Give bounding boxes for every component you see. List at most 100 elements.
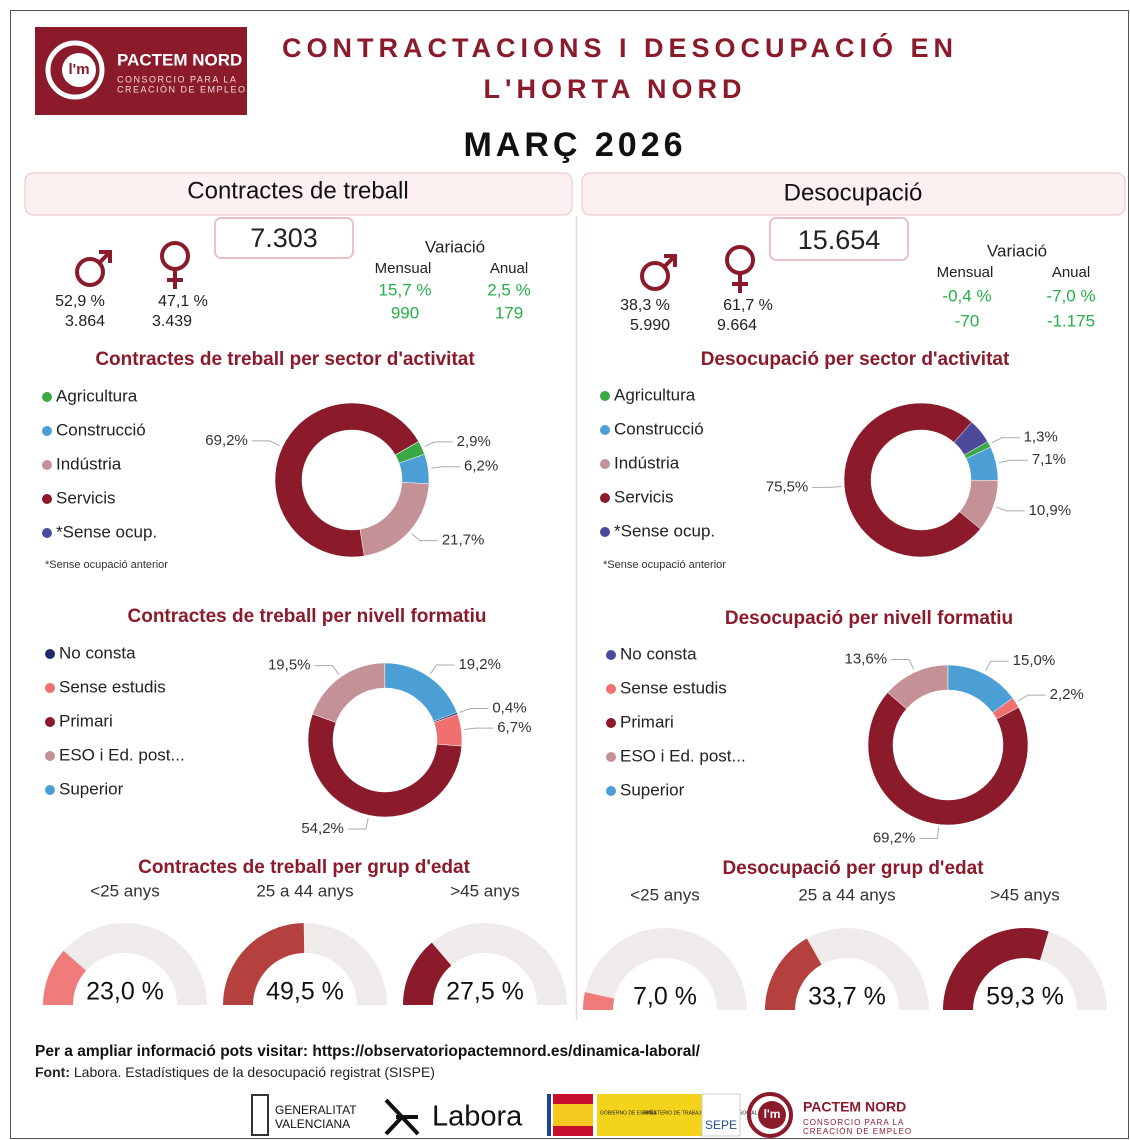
sepe-box <box>701 1093 741 1137</box>
total: 7.303 <box>250 223 318 253</box>
legend-label: Agricultura <box>56 386 138 405</box>
data-label: 21,7% <box>442 532 485 549</box>
gauge-fill <box>582 992 615 1010</box>
legend-dot <box>600 527 610 537</box>
legend-dot <box>606 752 616 762</box>
gauge-value: 27,5 % <box>446 978 524 1006</box>
donut-slice <box>843 402 981 558</box>
legend-label: Indústria <box>56 454 122 473</box>
gauge-fill <box>223 923 305 1005</box>
female-icon <box>732 273 748 293</box>
legend-label: No consta <box>59 643 136 662</box>
title: CONTRACTACIONS I DESOCUPACIÓ EN <box>282 32 958 63</box>
data-label: 13,6% <box>845 650 888 667</box>
total-box <box>214 217 354 259</box>
donut-slice <box>307 713 463 818</box>
logo-text: SEPE <box>705 1118 737 1132</box>
legend-label: Superior <box>620 780 685 799</box>
legend-label: Sense estudis <box>59 677 166 696</box>
legend-label: Superior <box>59 779 124 798</box>
gauge-category: <25 anys <box>630 885 699 904</box>
logo-text: CONSORCIO PARA LA <box>803 1118 904 1127</box>
male-icon <box>640 261 670 291</box>
panel-title: Contractes de treball <box>187 177 408 204</box>
gva-icon <box>251 1094 269 1136</box>
data-label: 19,2% <box>458 656 501 673</box>
total-box <box>769 217 909 261</box>
labora-icon <box>384 1098 420 1136</box>
legend-note: *Sense ocupació anterior <box>45 559 168 571</box>
legend-label: ESO i Ed. post... <box>59 745 185 764</box>
legend-dot <box>42 494 52 504</box>
leader-line <box>996 506 1025 512</box>
variation-value: -1.175 <box>1047 311 1095 330</box>
variation-value: 2,5 % <box>487 280 530 299</box>
logo-mark: l'm <box>68 61 89 78</box>
legend-label: No consta <box>620 644 697 663</box>
legend-label: Servicis <box>56 488 116 507</box>
data-label: 19,5% <box>268 657 311 674</box>
data-label: 2,2% <box>1050 686 1084 703</box>
logo-text: Labora <box>432 1101 523 1133</box>
women-pct: 47,1 % <box>158 293 208 310</box>
eu-bar <box>547 1094 551 1136</box>
pactem-dot <box>758 1101 786 1129</box>
data-label: 10,9% <box>1029 502 1072 519</box>
legend-dot <box>45 717 55 727</box>
leader-line <box>985 660 1009 672</box>
legend-dot <box>42 426 52 436</box>
legend-label: Sense estudis <box>620 678 727 697</box>
legend-dot <box>606 786 616 796</box>
gauge-fill <box>765 938 822 1010</box>
variation-value: 179 <box>495 303 523 322</box>
legend-dot <box>42 460 52 470</box>
chart-title: Contractes de treball per sector d'activ… <box>95 349 475 370</box>
legend-dot <box>42 392 52 402</box>
variation-title: Variació <box>987 241 1047 260</box>
title: L'HORTA NORD <box>484 74 747 104</box>
data-label: 69,2% <box>873 829 916 846</box>
gauge-category: 25 a 44 anys <box>256 881 353 900</box>
logo-dot <box>62 53 96 87</box>
legend-label: Agricultura <box>614 385 696 404</box>
gauge-value: 23,0 % <box>86 978 164 1006</box>
data-label: 69,2% <box>205 432 248 449</box>
legend-label: Servicis <box>614 487 674 506</box>
legend-label: Construcció <box>614 419 704 438</box>
gauge-track <box>583 928 747 1010</box>
gauge-category: <25 anys <box>90 881 159 900</box>
leader-line <box>1018 694 1046 702</box>
leader-line <box>251 440 280 447</box>
data-label: 2,9% <box>457 433 491 450</box>
chart-title: Contractes de treball per grup d'edat <box>138 857 470 878</box>
logo-name: PACTEM NORD <box>117 50 242 69</box>
leader-line <box>347 818 369 830</box>
data-label: 7,1% <box>1032 451 1066 468</box>
logo-text: VALENCIANA <box>275 1117 350 1131</box>
logo-text: GENERALITAT <box>275 1103 357 1117</box>
chart-title: Desocupació per sector d'activitat <box>701 349 1010 370</box>
legend-dot <box>606 684 616 694</box>
variation-value: -7,0 % <box>1046 286 1095 305</box>
legend-dot <box>45 683 55 693</box>
gauge-track <box>43 923 207 1005</box>
data-label: 15,0% <box>1013 652 1056 669</box>
leader-line <box>429 664 455 675</box>
data-label: 0,4% <box>492 699 526 716</box>
leader-line <box>991 437 1020 444</box>
female-icon <box>167 269 183 289</box>
leader-line <box>411 532 438 542</box>
men-count: 5.990 <box>630 317 670 334</box>
male-icon <box>662 254 677 269</box>
data-label: 6,7% <box>497 719 531 736</box>
variation-label: Anual <box>490 260 528 277</box>
logo-text: CREACIÓN DE EMPLEO <box>803 1127 912 1136</box>
male-icon <box>75 257 105 287</box>
women-count: 3.439 <box>152 313 192 330</box>
period: MARÇ 2026 <box>463 126 686 164</box>
data-label: 6,2% <box>464 458 498 475</box>
variation-value: 15,7 % <box>379 280 432 299</box>
panel-header <box>581 172 1126 216</box>
variation-value: 990 <box>391 303 419 322</box>
legend-label: *Sense ocup. <box>56 522 157 541</box>
